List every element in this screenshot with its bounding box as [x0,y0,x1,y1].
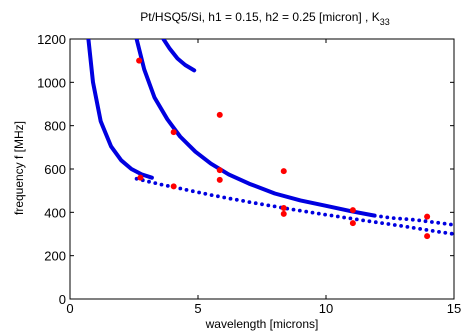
curves-group [86,39,454,236]
series-dot-1 [373,220,378,225]
plot-area [69,38,455,300]
y-tick-label: 1200 [37,32,66,47]
measured-point [349,220,356,227]
measured-point [424,233,431,240]
y-tick-label: 200 [44,249,66,264]
measured-point [136,57,143,64]
series-dot-1 [335,214,340,219]
series-dot-3 [391,216,396,221]
x-tick-label: 15 [447,301,461,316]
measured-point [170,129,177,136]
series-dot-1 [380,221,384,226]
y-tick-label: 400 [44,205,66,220]
series-dot-1 [323,212,327,217]
series-dot-1 [449,231,454,236]
series-dot-1 [153,181,158,186]
series-dot-1 [443,230,448,235]
series-dot-1 [367,219,372,224]
series-dot-1 [437,230,441,234]
series-dot-3 [423,219,428,224]
series-dot-1 [316,211,321,216]
series-dot-1 [424,228,429,232]
series-dot-1 [418,227,422,231]
series-dot-1 [411,226,416,230]
series-dot-3 [436,220,441,225]
series-dot-3 [372,213,377,218]
series-dot-1 [291,207,296,212]
measured-point [280,210,287,217]
measured-point [349,207,356,214]
series-dot-3 [398,216,402,221]
series-dot-1 [260,202,264,207]
series-dot-1 [329,213,334,218]
series-line-4 [161,39,197,73]
series-dot-1 [197,190,202,195]
y-tick-label: 1000 [37,75,66,90]
series-dot-3 [442,221,447,226]
series-dot-1 [190,189,195,194]
y-tick-label: 600 [44,162,66,177]
series-dot-1 [203,191,208,196]
series-dot-1 [165,184,170,188]
series-dot-1 [209,193,214,198]
measured-point [137,174,144,181]
series-dot-3 [404,217,409,222]
chart-title-main: Pt/HSQ5/Si, h1 = 0.15, h2 = 0.25 [micron… [140,10,379,24]
series-dot-1 [386,222,391,226]
series-dot-3 [417,218,422,223]
series-dot-1 [392,223,397,227]
x-tick-label: 5 [194,301,201,316]
chart-title-subscript: 33 [380,17,390,27]
y-axis-label: frequency f [MHz] [12,121,26,215]
plot-frame [69,38,455,300]
x-tick-label: 10 [319,301,333,316]
series-dot-1 [272,204,277,209]
x-tick-label: 0 [66,301,73,316]
measured-point [424,213,431,220]
series-line-0 [86,39,154,180]
measured-point [216,167,223,174]
measured-point [216,176,223,183]
measured-point [216,111,223,118]
series-dot-1 [405,225,410,229]
series-dot-1 [348,216,353,221]
series-dot-1 [247,200,252,205]
series-dot-1 [159,182,164,187]
series-dot-1 [178,186,183,191]
series-dot-1 [297,208,302,213]
series-dot-1 [361,218,365,223]
series-dot-1 [228,196,233,201]
x-axis: 0 5 10 15 [66,39,461,316]
series-dot-1 [216,194,220,199]
series-dot-3 [410,217,415,222]
y-tick-label: 800 [44,119,66,134]
series-dot-1 [304,209,309,214]
series-dot-1 [253,201,258,206]
measured-point [280,168,287,175]
series-dot-1 [266,203,271,208]
y-tick-label: 0 [59,292,66,307]
measured-point [170,183,177,190]
series-dot-1 [241,199,246,203]
series-dot-3 [379,214,383,219]
series-dot-3 [430,220,434,224]
series-dot-1 [342,215,346,220]
x-axis-label: wavelength [microns] [205,317,319,331]
series-dot-1 [184,188,189,192]
series-dot-1 [222,195,227,200]
series-dot-1 [399,224,403,228]
series-dot-3 [385,215,390,220]
measured-point [280,205,287,211]
chart-title: Pt/HSQ5/Si, h1 = 0.15, h2 = 0.25 [micron… [140,10,389,27]
series-dot-1 [147,179,151,184]
series-dot-1 [354,217,359,222]
series-dot-1 [310,210,315,215]
series-dot-1 [430,229,435,233]
y-axis: 0 200 400 600 800 1000 1200 [37,32,454,307]
series-line-2 [134,39,377,218]
series-dot-3 [449,222,453,227]
series-dot-1 [234,197,239,202]
